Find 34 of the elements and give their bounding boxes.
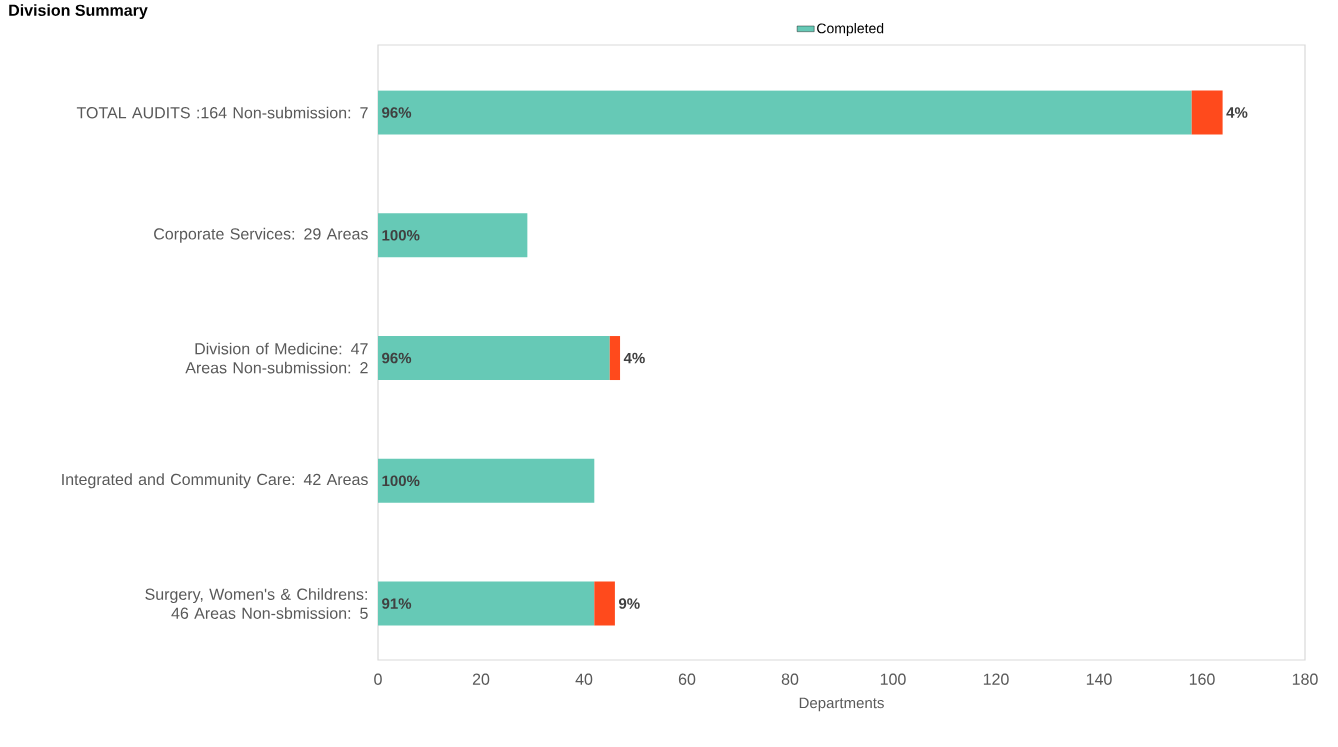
annotation: 4% xyxy=(1226,107,1248,118)
bar xyxy=(594,581,615,626)
y-tick-label: Corporate Services: 29 Areas xyxy=(154,227,368,243)
annotation: 100% xyxy=(382,229,420,241)
legend-label: Completed xyxy=(817,23,884,37)
bar xyxy=(378,213,528,258)
x-tick-label: 60 xyxy=(678,673,696,685)
bar xyxy=(378,336,610,381)
bar xyxy=(378,90,1192,135)
annotation: 96% xyxy=(382,352,412,364)
y-tick-label: Division of Medicine: 47 Areas Non-submission: 2 xyxy=(185,342,368,374)
y-tick-label: Surgery, Women's & Childrens: 46 Areas Non-sbmission: 5 xyxy=(145,588,368,619)
y-tick-label: Integrated and Community Care: 42 Areas xyxy=(62,473,368,489)
x-tick-label: 180 xyxy=(1292,673,1318,685)
annotation: 9% xyxy=(618,598,640,609)
annotation: 96% xyxy=(382,107,412,118)
annotation: 100% xyxy=(382,475,420,487)
x-tick-label: 20 xyxy=(472,673,490,685)
y-tick-label: TOTAL AUDITS :164 Non-submission: 7 xyxy=(76,106,368,119)
x-tick-label: 40 xyxy=(575,673,593,685)
bar xyxy=(378,581,595,626)
x-tick-label: 100 xyxy=(880,673,906,685)
bar xyxy=(1191,90,1223,135)
x-tick-label: 120 xyxy=(983,673,1009,685)
x-tick-label: 0 xyxy=(374,673,382,685)
x-tick-label: 140 xyxy=(1086,673,1112,685)
bar xyxy=(609,336,621,381)
text: Division Summary xyxy=(9,4,148,20)
bar xyxy=(378,458,595,503)
x-axis-title: Departments xyxy=(799,697,884,712)
annotation: 91% xyxy=(382,598,412,609)
x-tick-label: 160 xyxy=(1189,673,1215,685)
annotation: 4% xyxy=(623,352,645,364)
x-tick-label: 80 xyxy=(781,673,799,685)
